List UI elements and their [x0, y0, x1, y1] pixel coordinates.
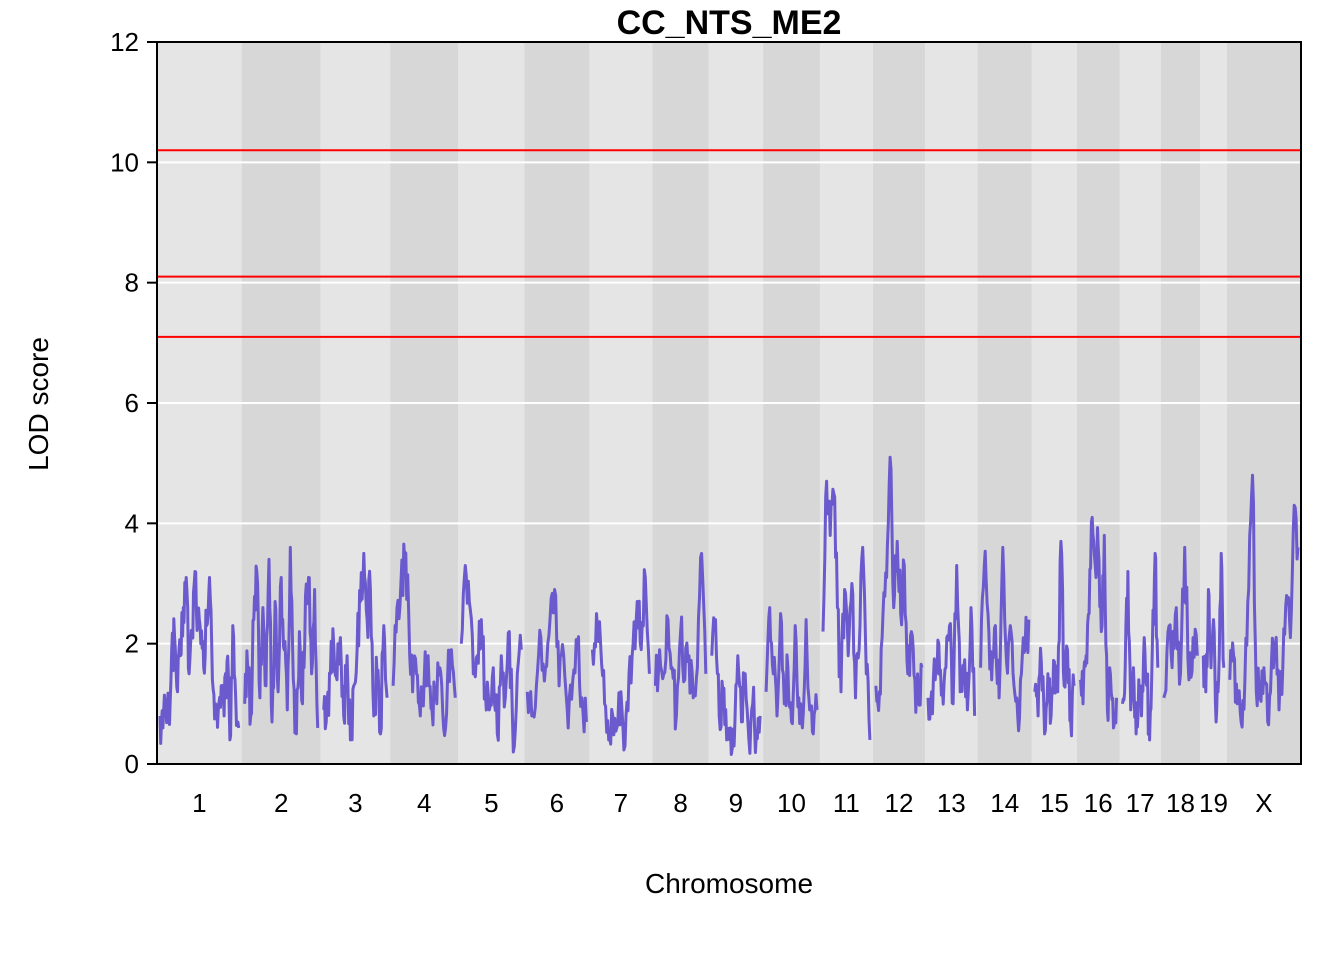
lod-line-chr-15 [1033, 539, 1076, 738]
y-tick-label-0: 0 [125, 749, 139, 779]
lod-line-chr-16 [1078, 515, 1118, 730]
lod-line-chr-19 [1201, 551, 1226, 724]
lod-series [158, 455, 1300, 756]
x-tick-label-chr-18: 18 [1166, 788, 1195, 818]
lod-line-chr-7 [590, 568, 651, 752]
y-axis: 0 2 4 6 8 10 12 [110, 27, 158, 779]
lod-line-chr-6 [525, 588, 588, 734]
x-tick-label-chr-1: 1 [192, 788, 206, 818]
x-tick-label-chr-15: 15 [1040, 788, 1069, 818]
x-tick-label-chr-5: 5 [484, 788, 498, 818]
x-axis: 1 2 3 4 5 6 7 8 9 10 11 12 13 14 15 16 17 18 19 X [192, 788, 1273, 818]
x-tick-label-chr-2: 2 [274, 788, 288, 818]
lod-line-chr-17 [1121, 551, 1160, 742]
y-axis-label: LOD score [23, 337, 54, 471]
lod-line-chr-18 [1162, 545, 1199, 699]
chart-title: CC_NTS_ME2 [617, 4, 842, 42]
x-tick-label-chr-11: 11 [833, 788, 860, 818]
lod-line-chr-14 [979, 545, 1031, 733]
lod-line-chr-1 [158, 570, 241, 745]
lod-line-chr-2 [243, 545, 320, 736]
lod-line-chr-X [1228, 473, 1300, 729]
y-tick-label-6: 6 [125, 388, 139, 418]
x-tick-label-chr-6: 6 [550, 788, 564, 818]
lod-line-chr-13 [926, 564, 977, 721]
lod-line-chr-9 [710, 616, 762, 756]
x-tick-label-chr-10: 10 [777, 788, 806, 818]
y-tick-label-8: 8 [125, 268, 139, 298]
x-axis-label: Chromosome [645, 868, 813, 899]
lod-line-chr-3 [322, 551, 389, 742]
x-tick-label-chr-14: 14 [990, 788, 1019, 818]
x-tick-label-chr-16: 16 [1084, 788, 1113, 818]
lod-line-chr-5 [459, 564, 523, 754]
x-tick-label-chr-X: X [1255, 788, 1272, 818]
x-tick-label-chr-8: 8 [673, 788, 687, 818]
y-tick-label-10: 10 [110, 147, 139, 177]
lod-line-chr-12 [874, 455, 924, 714]
x-tick-label-chr-13: 13 [937, 788, 966, 818]
threshold-lines [157, 149, 1301, 338]
lod-line-chr-4 [391, 542, 457, 738]
y-tick-label-4: 4 [125, 508, 139, 538]
x-tick-label-chr-7: 7 [614, 788, 628, 818]
lod-line-chr-8 [653, 551, 708, 731]
lod-line-chr-11 [821, 479, 872, 740]
x-tick-label-chr-12: 12 [885, 788, 914, 818]
y-tick-label-12: 12 [110, 27, 139, 57]
x-tick-label-chr-4: 4 [417, 788, 431, 818]
grid-lines [157, 161, 1301, 645]
x-tick-label-chr-17: 17 [1126, 788, 1155, 818]
lod-line-chr-10 [764, 606, 819, 736]
x-tick-label-chr-3: 3 [348, 788, 362, 818]
y-tick-label-2: 2 [125, 629, 139, 659]
x-tick-label-chr-19: 19 [1199, 788, 1228, 818]
x-tick-label-chr-9: 9 [729, 788, 743, 818]
